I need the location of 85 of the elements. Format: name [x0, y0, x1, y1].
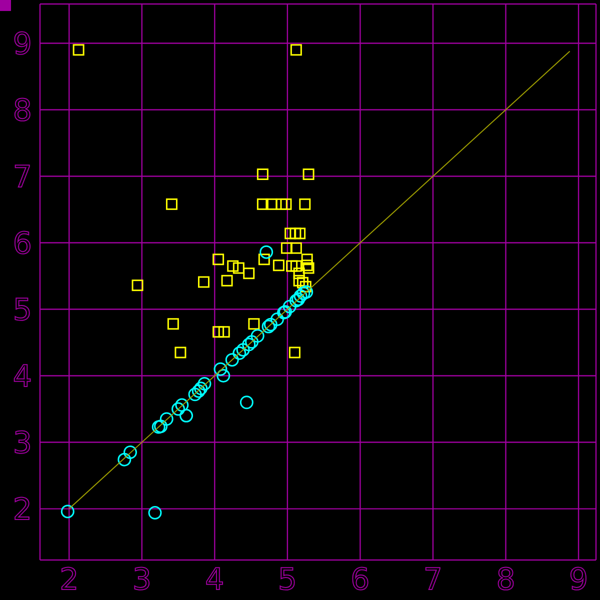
point — [242, 338, 256, 352]
point — [245, 335, 259, 349]
y-tick-label: 5 — [12, 292, 32, 328]
point — [243, 268, 255, 280]
point — [250, 329, 264, 343]
point — [258, 254, 270, 266]
x-tick-label: 7 — [423, 562, 443, 598]
point — [289, 294, 303, 308]
point — [154, 420, 168, 434]
point — [214, 362, 228, 376]
point — [302, 262, 314, 274]
point — [272, 260, 284, 272]
point — [216, 369, 230, 383]
point — [180, 408, 194, 422]
point — [218, 326, 230, 338]
point — [293, 268, 305, 280]
point — [284, 228, 296, 240]
point — [221, 274, 233, 286]
point — [192, 384, 206, 398]
point — [290, 260, 302, 272]
point — [198, 276, 210, 288]
point — [188, 388, 202, 402]
y-tick-label: 7 — [12, 160, 32, 195]
point — [294, 228, 306, 240]
point — [290, 44, 302, 56]
point — [167, 318, 179, 330]
x-tick-label: 2 — [60, 562, 79, 598]
point — [290, 242, 302, 254]
x-tick-label: 3 — [132, 562, 152, 598]
point — [132, 280, 144, 292]
y-tick-label: 6 — [12, 226, 32, 262]
point — [288, 346, 300, 358]
point — [286, 260, 298, 272]
point — [270, 312, 284, 326]
point — [300, 280, 312, 292]
x-tick-label: 8 — [496, 562, 516, 598]
point — [172, 402, 186, 416]
point — [301, 254, 313, 266]
point — [301, 260, 313, 272]
point — [236, 343, 250, 357]
point — [227, 260, 239, 272]
point — [175, 398, 189, 412]
point — [276, 198, 288, 210]
point — [296, 286, 310, 300]
point — [152, 420, 166, 434]
point — [248, 318, 260, 330]
point — [280, 198, 292, 210]
point — [300, 285, 314, 299]
point — [293, 274, 305, 286]
point — [256, 198, 268, 210]
point — [123, 446, 137, 460]
point — [60, 504, 74, 518]
point — [160, 412, 174, 426]
point — [232, 346, 246, 360]
point — [302, 168, 314, 180]
point — [232, 262, 244, 274]
point — [198, 377, 212, 391]
point — [212, 254, 224, 266]
point — [294, 289, 308, 303]
point — [296, 276, 308, 288]
point — [166, 198, 178, 210]
point — [299, 198, 311, 210]
point — [212, 326, 224, 338]
y-tick-label: 9 — [12, 26, 32, 62]
point — [194, 382, 208, 396]
point — [282, 300, 296, 314]
point — [174, 346, 186, 358]
x-tick-label: 4 — [205, 562, 224, 598]
point — [256, 168, 268, 180]
point — [290, 228, 302, 240]
point — [148, 506, 162, 520]
point — [266, 198, 278, 210]
point — [225, 353, 239, 367]
x-tick-label: 9 — [568, 562, 588, 598]
y-tick-label: 4 — [12, 359, 32, 394]
y-tick-label: 3 — [12, 426, 32, 461]
x-tick-label: 5 — [278, 562, 297, 598]
x-tick-label: 6 — [350, 562, 370, 598]
point — [72, 44, 84, 56]
point — [260, 245, 274, 259]
y-tick-label: 2 — [12, 492, 32, 528]
point — [280, 242, 292, 254]
point — [118, 452, 132, 466]
point — [240, 396, 254, 410]
y-tick-label: 8 — [12, 93, 32, 128]
